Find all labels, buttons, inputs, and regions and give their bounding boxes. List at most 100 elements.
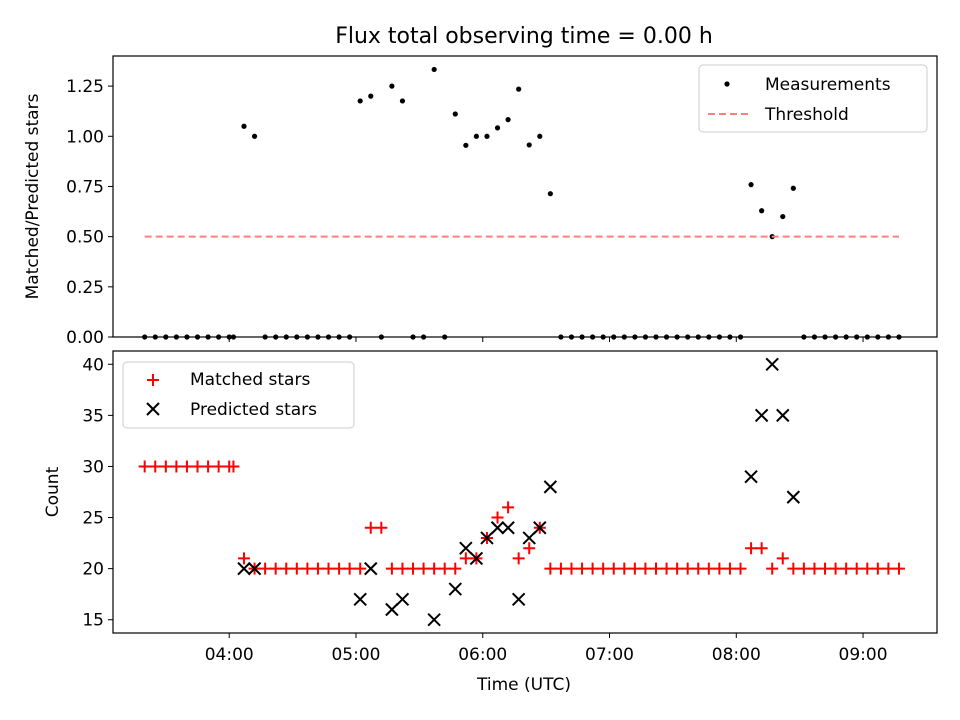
measurement-point bbox=[399, 98, 406, 104]
matched-star-point bbox=[628, 562, 641, 575]
matched-star-point bbox=[311, 562, 324, 575]
matched-star-point bbox=[554, 562, 567, 575]
matched-star-point bbox=[734, 562, 747, 575]
measurement-point bbox=[526, 142, 532, 148]
matched-star-point bbox=[797, 562, 810, 575]
matched-star-point bbox=[191, 460, 204, 473]
predicted-star-point bbox=[448, 582, 462, 596]
measurement-point bbox=[241, 123, 247, 129]
predicted-star-point bbox=[364, 561, 378, 576]
measurement-point bbox=[473, 133, 480, 139]
predicted-star-point bbox=[480, 531, 494, 545]
matched-star-point bbox=[523, 542, 536, 555]
measurement-point bbox=[484, 133, 490, 139]
matched-star-point bbox=[565, 562, 578, 575]
matched-star-point bbox=[776, 552, 789, 565]
predicted-star-point bbox=[353, 592, 367, 606]
matched-star-point bbox=[576, 562, 589, 575]
legend-label-threshold: Threshold bbox=[764, 105, 849, 125]
count-y-axis-label: Count bbox=[43, 466, 63, 517]
x-tick-label: 08:00 bbox=[712, 645, 761, 665]
predicted-star-point bbox=[744, 469, 758, 484]
matched-star-point bbox=[280, 562, 293, 575]
legend-label-predicted: Predicted stars bbox=[190, 400, 317, 420]
count-legend: Matched stars Predicted stars bbox=[122, 361, 355, 429]
matched-star-point bbox=[702, 562, 715, 575]
matched-star-point bbox=[502, 501, 515, 514]
ratio-legend: Measurements Threshold bbox=[698, 64, 928, 133]
measurement-point bbox=[537, 133, 543, 139]
matched-star-point bbox=[681, 562, 694, 575]
y-tick-label: 1.25 bbox=[66, 77, 104, 97]
matched-star-point bbox=[449, 562, 462, 575]
chart-title: Flux total observing time = 0.00 h bbox=[335, 24, 713, 49]
x-tick-label: 04:00 bbox=[205, 645, 254, 665]
predicted-star-point bbox=[490, 521, 505, 535]
matched-star-point bbox=[259, 562, 272, 575]
matched-star-point bbox=[364, 521, 377, 534]
predicted-star-point bbox=[776, 408, 790, 423]
measurement-point bbox=[431, 66, 437, 73]
measurement-point bbox=[547, 191, 553, 197]
matched-star-point bbox=[861, 562, 874, 575]
legend-marker-predicted bbox=[146, 402, 160, 416]
matched-star-point bbox=[343, 562, 356, 575]
y-tick-label: 15 bbox=[82, 611, 104, 631]
measurement-point bbox=[452, 111, 458, 117]
matched-star-point bbox=[333, 562, 346, 575]
ratio-y-axis-label: Matched/Predicted stars bbox=[23, 93, 43, 299]
count-axes-frame bbox=[112, 350, 938, 634]
matched-star-point bbox=[607, 562, 620, 575]
matched-star-point bbox=[745, 542, 758, 555]
matched-star-point bbox=[723, 562, 736, 575]
matched-star-point bbox=[713, 562, 726, 575]
matched-star-point bbox=[871, 562, 884, 575]
measurement-point bbox=[516, 86, 522, 92]
predicted-star-point bbox=[427, 613, 441, 627]
matched-star-point bbox=[290, 562, 303, 575]
ratio-legend-box bbox=[698, 64, 928, 133]
measurement-point bbox=[790, 185, 796, 191]
predicted-star-point bbox=[501, 521, 515, 535]
matched-star-point bbox=[882, 562, 895, 575]
measurement-point bbox=[368, 93, 374, 99]
ratio-x-ticks bbox=[228, 337, 864, 342]
measurement-point bbox=[505, 117, 511, 123]
x-tick-label: 09:00 bbox=[839, 645, 888, 665]
matched-star-point bbox=[159, 460, 172, 473]
legend-marker-measurements bbox=[724, 81, 730, 87]
y-tick-label: 35 bbox=[82, 406, 104, 426]
measurement-point bbox=[357, 98, 363, 104]
measurement-point bbox=[780, 213, 786, 220]
matched-star-point bbox=[755, 542, 768, 555]
matched-star-point bbox=[544, 562, 557, 575]
predicted-star-point bbox=[511, 592, 526, 606]
matched-star-point bbox=[170, 460, 183, 473]
matched-star-point bbox=[180, 460, 193, 473]
matched-star-point bbox=[375, 521, 388, 534]
predicted-star-point bbox=[543, 480, 558, 494]
measurement-point bbox=[389, 83, 395, 89]
y-tick-label: 1.00 bbox=[66, 127, 104, 147]
matched-star-point bbox=[138, 460, 151, 473]
count-y-ticks: 15 20 25 30 35 40 bbox=[82, 355, 113, 631]
x-tick-label: 05:00 bbox=[331, 645, 380, 665]
matched-star-point bbox=[618, 562, 631, 575]
x-axis-label: Time (UTC) bbox=[476, 675, 571, 695]
y-tick-label: 40 bbox=[82, 355, 104, 375]
matched-star-point bbox=[671, 562, 684, 575]
y-tick-label: 0.25 bbox=[66, 278, 104, 298]
y-tick-label: 20 bbox=[82, 560, 104, 580]
ratio-panel: Flux total observing time = 0.00 h 0.000… bbox=[23, 24, 938, 348]
matched-star-point bbox=[692, 562, 705, 575]
count-legend-box bbox=[122, 361, 355, 429]
matched-star-point bbox=[396, 562, 409, 575]
y-tick-label: 0.75 bbox=[66, 177, 104, 197]
predicted-star-point bbox=[754, 408, 769, 423]
y-tick-label: 25 bbox=[82, 509, 104, 529]
count-x-ticks: 04:00 05:00 06:00 07:00 08:00 09:00 bbox=[205, 633, 888, 665]
ratio-y-ticks: 0.00 0.25 0.50 0.75 1.00 1.25 bbox=[66, 77, 113, 348]
predicted-star-point bbox=[237, 561, 251, 576]
matched-star-point bbox=[639, 562, 652, 575]
